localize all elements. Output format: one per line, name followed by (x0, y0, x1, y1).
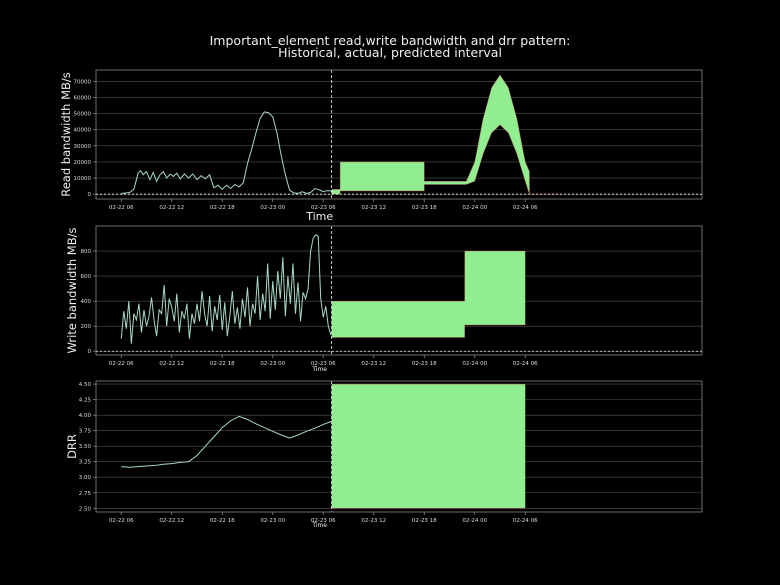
x-tick-label: 02-23 00 (260, 361, 285, 367)
predicted-interval-band (331, 251, 526, 338)
x-tick-label: 02-23 06 (311, 518, 336, 524)
chart-title-line-1: Important_element read,write bandwidth a… (209, 33, 571, 48)
predicted-upper-line (331, 250, 526, 302)
predicted-upper-line (331, 74, 559, 195)
x-tick-label: 02-23 06 (311, 205, 336, 211)
axes-frame (95, 225, 703, 356)
y-axis-label: Write bandwidth MB/s (65, 228, 79, 354)
y-axis-label: Read bandwidth MB/s (59, 72, 73, 197)
y-tick-label: 2.50 (79, 506, 92, 512)
y-tick-label: 800 (81, 249, 92, 255)
chart-title-line-2: Historical, actual, predicted interval (278, 45, 502, 60)
history-series-line (121, 111, 332, 194)
x-tick-label: 02-23 18 (412, 205, 437, 211)
panel-read: 0 10000 20000 30000 40000 50000 60000 70000 02-2… (59, 69, 703, 223)
y-tick-label: 70000 (74, 79, 92, 85)
y-tick-label: 3.25 (79, 460, 92, 466)
y-tick-label: 400 (81, 299, 92, 305)
x-axis-label: Time (305, 210, 333, 223)
x-tick-label: 02-22 18 (210, 361, 235, 367)
y-tick-label: 30000 (74, 144, 92, 150)
history-series-line (120, 234, 332, 344)
x-tick-label: 02-24 06 (513, 518, 538, 524)
y-tick-label: 50000 (74, 112, 92, 118)
y-tick-label: 3.75 (79, 429, 92, 435)
y-tick-label: 4.25 (79, 398, 92, 404)
predicted-interval-band (331, 74, 559, 195)
x-tick-label: 02-22 06 (109, 518, 134, 524)
x-tick-label: 02-23 18 (412, 361, 437, 367)
x-tick-label: 02-24 00 (462, 361, 487, 367)
x-tick-label: 02-22 12 (159, 205, 184, 211)
y-tick-label: 40000 (74, 128, 92, 134)
x-axis-label: Time (311, 522, 327, 529)
y-tick-label: 10000 (74, 176, 92, 182)
y-tick-label: 4.00 (79, 413, 92, 419)
x-tick-label: 02-22 06 (109, 361, 134, 367)
x-tick-label: 02-23 00 (260, 205, 285, 211)
x-tick-label: 02-24 06 (513, 361, 538, 367)
y-tick-label: 3.00 (79, 475, 92, 481)
x-tick-label: 02-23 12 (361, 518, 386, 524)
x-tick-label: 02-23 00 (260, 518, 285, 524)
x-tick-label: 02-22 06 (109, 205, 134, 211)
y-tick-label: 0 (88, 349, 92, 355)
y-axis-label: DRR (65, 434, 79, 459)
panel-write: 0 200 400 600 800 02-22 06 02-22 12 02-22 18 02-… (65, 225, 703, 373)
y-tick-label: 600 (81, 274, 92, 280)
y-tick-label: 2.75 (79, 491, 92, 497)
predicted-lower-line (331, 124, 559, 195)
x-tick-label: 02-22 18 (210, 205, 235, 211)
x-tick-label: 02-24 00 (462, 518, 487, 524)
x-tick-label: 02-22 12 (159, 361, 184, 367)
x-axis-label: Time (311, 366, 327, 373)
x-tick-label: 02-23 18 (412, 518, 437, 524)
y-tick-label: 20000 (74, 160, 92, 166)
x-tick-label: 02-23 12 (361, 361, 386, 367)
panel-drr: 2.50 2.75 3.00 3.25 3.50 3.75 4.00 4.25 4.50 02-2… (65, 380, 703, 529)
x-tick-label: 02-24 00 (462, 205, 487, 211)
x-tick-label: 02-23 06 (311, 361, 336, 367)
y-tick-label: 4.50 (79, 382, 92, 388)
predicted-interval-band (331, 384, 526, 509)
predicted-lower-line (331, 324, 526, 338)
y-tick-label: 0 (88, 192, 92, 198)
history-series-line (121, 415, 332, 468)
y-tick-label: 3.50 (79, 444, 92, 450)
x-tick-label: 02-22 12 (159, 518, 184, 524)
x-tick-label: 02-22 18 (210, 518, 235, 524)
axes-frame (95, 69, 703, 200)
x-tick-label: 02-23 12 (361, 205, 386, 211)
x-tick-label: 02-24 06 (513, 205, 538, 211)
y-tick-label: 200 (81, 324, 92, 330)
y-tick-label: 60000 (74, 95, 92, 101)
